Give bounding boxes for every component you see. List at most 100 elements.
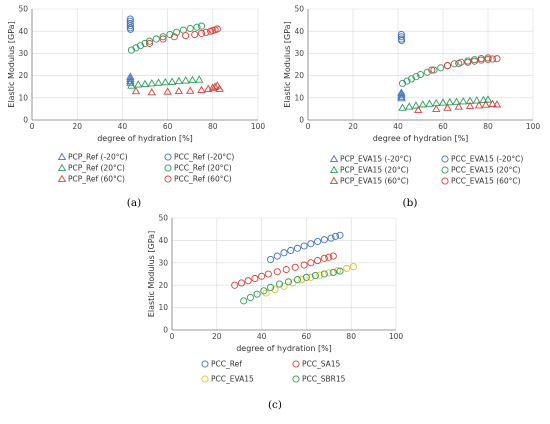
series-pcp-eva15-60-c bbox=[414, 99, 502, 114]
y-tick-label: 40 bbox=[294, 27, 304, 36]
legend-label: PCC_SA15 bbox=[302, 360, 341, 369]
series-pcp-eva15-20-c bbox=[398, 95, 493, 111]
x-tick-label: 60 bbox=[302, 332, 312, 341]
data-point bbox=[412, 73, 420, 81]
legend-marker bbox=[441, 155, 449, 163]
y-tick-label: 10 bbox=[294, 93, 304, 102]
data-point bbox=[231, 281, 239, 289]
data-point bbox=[182, 32, 190, 40]
series-pcp-ref-20-c bbox=[127, 75, 204, 89]
data-point bbox=[493, 55, 501, 63]
data-point bbox=[147, 79, 156, 87]
data-point bbox=[320, 270, 328, 278]
legend-marker bbox=[57, 174, 67, 183]
y-tick-label: 20 bbox=[18, 71, 28, 80]
data-point bbox=[329, 268, 337, 276]
x-axis-title: degree of hydration [%] bbox=[97, 134, 193, 143]
data-point bbox=[293, 244, 301, 252]
data-point bbox=[416, 70, 425, 79]
data-point bbox=[325, 253, 333, 261]
data-point bbox=[443, 62, 452, 70]
data-point bbox=[167, 77, 177, 85]
data-point bbox=[159, 33, 167, 41]
legend-marker bbox=[329, 154, 339, 163]
data-point bbox=[477, 56, 485, 64]
data-point bbox=[131, 86, 141, 95]
series-pcc-ref bbox=[267, 231, 344, 263]
data-point bbox=[210, 82, 220, 90]
legend-label: PCP_EVA15 (20°C) bbox=[340, 166, 409, 175]
data-point bbox=[275, 280, 284, 288]
data-point bbox=[407, 75, 416, 83]
legend-label: PCC_EVA15 (20°C) bbox=[451, 166, 521, 175]
data-point bbox=[271, 286, 279, 294]
x-tick-label: 60 bbox=[438, 122, 448, 131]
legend-marker bbox=[201, 375, 209, 383]
series-pcc-eva15-60-c bbox=[428, 55, 501, 74]
data-point bbox=[307, 240, 315, 248]
data-point bbox=[280, 249, 288, 257]
data-point bbox=[264, 270, 272, 278]
series-pcp-eva15-20-c bbox=[397, 88, 406, 102]
legend-label: PCP_EVA15 (60°C) bbox=[340, 177, 409, 186]
legend-label: PCC_EVA15 (-20°C) bbox=[451, 155, 523, 164]
data-point bbox=[193, 23, 201, 31]
data-point bbox=[161, 77, 170, 86]
data-point bbox=[452, 97, 461, 105]
data-point bbox=[470, 57, 479, 65]
data-point bbox=[126, 22, 134, 30]
data-point bbox=[450, 60, 458, 68]
data-point bbox=[289, 279, 297, 287]
legend-marker bbox=[57, 163, 67, 172]
data-point bbox=[311, 272, 319, 280]
series-pcc-eva15-20-c bbox=[397, 30, 406, 45]
legend-label: PCC_Ref (20°C) bbox=[174, 164, 232, 173]
data-point bbox=[320, 236, 328, 244]
data-point bbox=[437, 64, 445, 72]
data-point bbox=[188, 75, 197, 84]
data-point bbox=[145, 39, 154, 47]
data-point bbox=[166, 30, 174, 39]
data-point bbox=[343, 264, 351, 272]
data-point bbox=[316, 271, 324, 279]
data-point bbox=[213, 81, 222, 89]
data-point bbox=[300, 261, 308, 269]
data-point bbox=[126, 25, 135, 33]
data-point bbox=[454, 102, 463, 110]
y-tick-label: 50 bbox=[18, 5, 28, 14]
legend-label: PCC_Ref (-20°C) bbox=[174, 153, 234, 162]
data-point bbox=[126, 15, 134, 23]
data-point bbox=[428, 66, 436, 74]
data-point bbox=[432, 104, 441, 112]
data-point bbox=[174, 86, 184, 95]
legend-label: PCC_SBR15 bbox=[302, 375, 346, 384]
data-point bbox=[481, 100, 490, 108]
x-tick-label: 40 bbox=[393, 122, 403, 131]
data-point bbox=[170, 33, 178, 41]
legend-marker bbox=[292, 375, 300, 383]
legend-label: PCP_Ref (-20°C) bbox=[68, 153, 128, 162]
panel-label: (b) bbox=[403, 197, 418, 209]
data-point bbox=[140, 79, 150, 88]
data-point bbox=[397, 93, 406, 102]
data-point bbox=[246, 293, 254, 302]
data-point bbox=[492, 100, 502, 108]
data-point bbox=[186, 86, 195, 94]
data-point bbox=[423, 68, 431, 76]
data-point bbox=[163, 87, 172, 95]
data-point bbox=[484, 55, 492, 63]
data-point bbox=[327, 234, 335, 242]
x-tick-label: 20 bbox=[212, 332, 222, 341]
series-pcc-eva15 bbox=[262, 263, 357, 297]
data-point bbox=[258, 272, 266, 280]
y-axis-title: Elastic Modulus [GPa] bbox=[7, 21, 16, 107]
y-tick-label: 10 bbox=[18, 93, 28, 102]
legend-marker bbox=[329, 165, 339, 174]
data-point bbox=[325, 269, 333, 277]
data-point bbox=[314, 257, 322, 265]
data-point bbox=[329, 252, 337, 260]
data-point bbox=[302, 273, 310, 281]
data-point bbox=[405, 102, 414, 110]
data-point bbox=[411, 101, 421, 109]
x-tick-label: 80 bbox=[208, 122, 218, 131]
